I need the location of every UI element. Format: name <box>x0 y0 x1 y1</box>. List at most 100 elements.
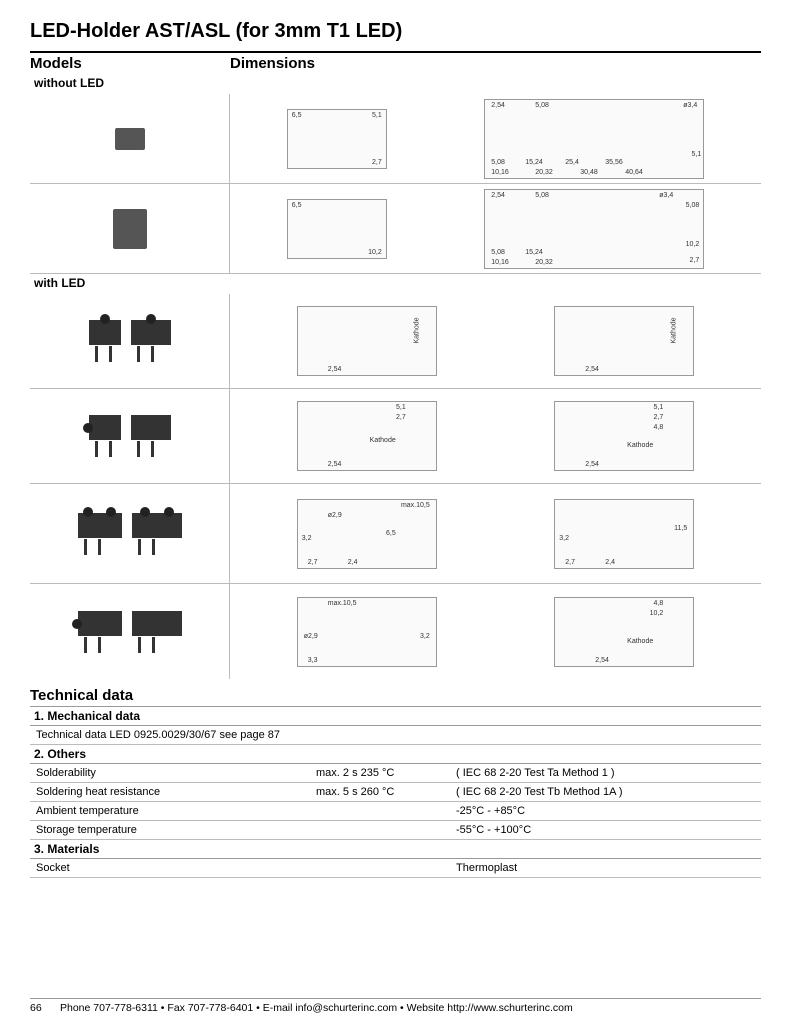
dim-text: 11,5 <box>674 525 687 532</box>
tech-value <box>456 729 755 741</box>
model-image-cell <box>30 389 230 483</box>
dim-text: ø3,4 <box>683 102 697 109</box>
dimension-cell: 6,5 10,2 2,54 5,08 ø3,4 5,08 5,08 15,24 … <box>230 184 761 273</box>
component-photo <box>132 611 182 653</box>
tech-value: ( IEC 68 2-20 Test Ta Method 1 ) <box>456 767 755 779</box>
model-row: 5,1 2,7 Kathode 2,54 5,1 2,7 4,8 Kathode… <box>30 389 761 484</box>
component-photo <box>89 415 121 457</box>
tech-key: Socket <box>36 862 316 874</box>
with-led-label: with LED <box>30 274 761 294</box>
without-led-label: without LED <box>30 74 761 94</box>
dimension-cell: 6,5 5,1 2,7 2,54 5,08 ø3,4 5,08 15,24 25… <box>230 94 761 183</box>
dim-text: 4,8 <box>654 600 664 607</box>
dim-text: 6,5 <box>386 530 396 537</box>
tech-value <box>316 805 456 817</box>
dim-text: 5,08 <box>535 102 549 109</box>
dim-text: Kathode <box>370 437 396 444</box>
dimension-drawing: 6,5 5,1 2,7 <box>287 109 387 169</box>
dim-text: 2,4 <box>348 559 358 566</box>
tech-row: Socket Thermoplast <box>30 859 761 878</box>
page-number: 66 <box>30 1002 60 1014</box>
tech-value <box>316 862 456 874</box>
dim-text: 6,5 <box>292 202 302 209</box>
dim-text: 35,56 <box>605 159 623 166</box>
dim-text: 5,1 <box>692 151 702 158</box>
tech-key: Solderability <box>36 767 316 779</box>
model-image-cell <box>30 484 230 583</box>
tech-value: -25°C - +85°C <box>456 805 755 817</box>
dim-text: 5,1 <box>372 112 382 119</box>
dim-text: 2,4 <box>605 559 615 566</box>
dim-text: 3,2 <box>420 633 430 640</box>
tech-key: Storage temperature <box>36 824 316 836</box>
tech-row: Technical data LED 0925.0029/30/67 see p… <box>30 726 761 745</box>
technical-sections: 1. Mechanical data Technical data LED 092… <box>30 707 761 878</box>
dim-text: 5,08 <box>535 192 549 199</box>
dimension-drawing: 2,54 5,08 ø3,4 5,08 15,24 25,4 35,56 10,… <box>484 99 704 179</box>
page-title: LED-Holder AST/ASL (for 3mm T1 LED) <box>30 20 761 43</box>
tech-row: Ambient temperature -25°C - +85°C <box>30 802 761 821</box>
model-image-cell <box>30 294 230 388</box>
dimension-drawing: max.10,5 ø2,9 3,2 3,3 <box>297 597 437 667</box>
dim-text: 15,24 <box>525 159 543 166</box>
dim-text: ø2,9 <box>328 512 342 519</box>
dim-text: 2,7 <box>372 159 382 166</box>
dim-text: 2,54 <box>491 192 505 199</box>
tech-key: Ambient temperature <box>36 805 316 817</box>
dim-text: 5,08 <box>491 249 505 256</box>
component-photo <box>89 320 121 362</box>
tech-key: Technical data LED 0925.0029/30/67 see p… <box>36 729 316 741</box>
column-headers: Models Dimensions <box>30 53 761 74</box>
dim-text: 5,08 <box>491 159 505 166</box>
tech-value: ( IEC 68 2-20 Test Tb Method 1A ) <box>456 786 755 798</box>
dim-text: 10,16 <box>491 259 509 266</box>
dim-text: 2,54 <box>585 461 599 468</box>
page-footer: 66 Phone 707-778-6311 • Fax 707-778-6401… <box>30 998 761 1014</box>
dim-text: ø2,9 <box>304 633 318 640</box>
dim-text: 2,7 <box>396 414 406 421</box>
dim-text: 25,4 <box>565 159 579 166</box>
dim-text: 2,54 <box>328 461 342 468</box>
dim-text: 3,3 <box>308 657 318 664</box>
model-row: max.10,5 ø2,9 3,2 2,7 2,4 6,5 3,2 11,5 2… <box>30 484 761 584</box>
dimension-cell: max.10,5 ø2,9 3,2 3,3 4,8 10,2 Kathode 2… <box>230 584 761 679</box>
tech-value: -55°C - +100°C <box>456 824 755 836</box>
dimension-drawing: max.10,5 ø2,9 3,2 2,7 2,4 6,5 <box>297 499 437 569</box>
dimension-drawing: 5,1 2,7 4,8 Kathode 2,54 <box>554 401 694 471</box>
dim-text: ø3,4 <box>659 192 673 199</box>
dim-text: 5,1 <box>396 404 406 411</box>
dimension-drawing: Kathode 2,54 <box>297 306 437 376</box>
dim-text: max.10,5 <box>328 600 357 607</box>
tech-value <box>316 729 456 741</box>
dim-text: 5,08 <box>686 202 700 209</box>
component-photo <box>131 320 171 362</box>
dim-text: 2,7 <box>690 257 700 264</box>
dim-text: 10,16 <box>491 169 509 176</box>
dim-text: 2,7 <box>308 559 318 566</box>
dim-text: max.10,5 <box>401 502 430 509</box>
model-row: max.10,5 ø2,9 3,2 3,3 4,8 10,2 Kathode 2… <box>30 584 761 679</box>
dimension-cell: max.10,5 ø2,9 3,2 2,7 2,4 6,5 3,2 11,5 2… <box>230 484 761 583</box>
dim-text: Kathode <box>413 317 420 343</box>
dim-text: Kathode <box>627 442 653 449</box>
tech-value: Thermoplast <box>456 862 755 874</box>
dim-text: 15,24 <box>525 249 543 256</box>
dim-text: 10,2 <box>368 249 382 256</box>
dim-text: 30,48 <box>580 169 598 176</box>
tech-section-heading: 1. Mechanical data <box>30 707 761 726</box>
dim-text: 2,7 <box>654 414 664 421</box>
dim-text: 4,8 <box>654 424 664 431</box>
dim-text: 20,32 <box>535 259 553 266</box>
component-photo <box>78 513 122 555</box>
dimensions-header: Dimensions <box>230 53 761 74</box>
model-image-cell <box>30 184 230 273</box>
dimension-drawing: 4,8 10,2 Kathode 2,54 <box>554 597 694 667</box>
dim-text: 6,5 <box>292 112 302 119</box>
footer-text: Phone 707-778-6311 • Fax 707-778-6401 • … <box>60 1002 573 1014</box>
dimension-cell: 5,1 2,7 Kathode 2,54 5,1 2,7 4,8 Kathode… <box>230 389 761 483</box>
dimension-drawing: 3,2 11,5 2,7 2,4 <box>554 499 694 569</box>
model-row: 6,5 10,2 2,54 5,08 ø3,4 5,08 5,08 15,24 … <box>30 184 761 274</box>
dim-text: 2,54 <box>595 657 609 664</box>
dim-text: 2,54 <box>585 366 599 373</box>
dim-text: 20,32 <box>535 169 553 176</box>
